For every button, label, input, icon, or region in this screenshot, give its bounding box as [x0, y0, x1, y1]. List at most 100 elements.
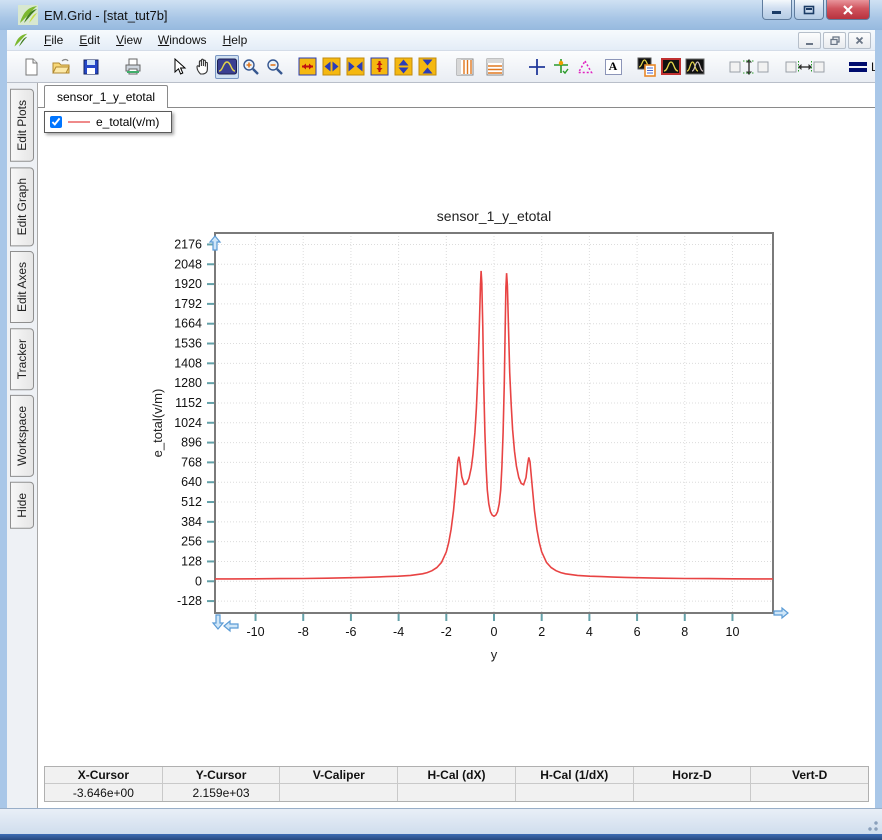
zoom-out-button[interactable]: [263, 55, 287, 79]
status-header-v-caliper: V-Caliper: [280, 767, 399, 784]
svg-text:512: 512: [181, 495, 202, 509]
menu-help[interactable]: Help: [222, 33, 248, 47]
svg-text:1792: 1792: [174, 297, 202, 311]
horizontal-grid-button[interactable]: [483, 55, 507, 79]
menu-file[interactable]: File: [44, 33, 64, 47]
status-header-x-cursor: X-Cursor: [45, 767, 163, 784]
svg-text:y: y: [491, 647, 498, 662]
sidebar-tab-edit-axes[interactable]: Edit Axes: [10, 251, 34, 324]
plot-frame-button[interactable]: [659, 55, 683, 79]
plot-legend-button[interactable]: [635, 55, 659, 79]
status-value-x-cursor: -3.646e+00: [45, 784, 163, 801]
status-value-h-cal-1dx: [515, 784, 634, 801]
legend-box: e_total(v/m): [44, 111, 173, 133]
toolbar: A Layout: [7, 51, 875, 83]
stretch-y-button[interactable]: [367, 55, 391, 79]
open-file-button[interactable]: [49, 55, 73, 79]
print-button[interactable]: [121, 55, 145, 79]
sidebar-tab-tracker[interactable]: Tracker: [10, 328, 34, 391]
resize-grip[interactable]: [865, 818, 879, 832]
svg-text:-2: -2: [441, 625, 452, 639]
svg-text:1664: 1664: [174, 317, 202, 331]
svg-text:10: 10: [726, 625, 740, 639]
axis-handle-icon: [773, 606, 789, 620]
layout-icon: [849, 61, 867, 72]
svg-text:768: 768: [181, 455, 202, 469]
status-value-h-cal-dx: [398, 784, 516, 801]
layout-button[interactable]: Layout: [849, 60, 875, 74]
caliper-button[interactable]: [573, 55, 597, 79]
legend-line-swatch: [68, 121, 90, 123]
status-header-horz-d: Horz-D: [633, 767, 752, 784]
svg-text:4: 4: [586, 625, 593, 639]
pan-hand-button[interactable]: [191, 55, 215, 79]
menu-view[interactable]: View: [116, 33, 142, 47]
status-value-v-caliper: [280, 784, 399, 801]
status-value-y-cursor: 2.159e+03: [162, 784, 281, 801]
zoom-in-button[interactable]: [239, 55, 263, 79]
layout-label: Layout: [871, 60, 875, 74]
legend-label: e_total(v/m): [96, 115, 160, 129]
text-annotation-letter: A: [604, 58, 622, 75]
sidebar-tab-edit-graph[interactable]: Edit Graph: [10, 166, 34, 247]
svg-text:1920: 1920: [174, 277, 202, 291]
svg-text:640: 640: [181, 475, 202, 489]
tracker-button[interactable]: [549, 55, 573, 79]
svg-text:-10: -10: [246, 625, 264, 639]
mdi-close-button[interactable]: [848, 32, 871, 49]
expand-x-button[interactable]: [319, 55, 343, 79]
fit-vertical-button[interactable]: [727, 55, 771, 79]
svg-text:-128: -128: [177, 594, 202, 608]
save-file-button[interactable]: [79, 55, 103, 79]
maximize-button[interactable]: [794, 0, 824, 20]
svg-text:2048: 2048: [174, 257, 202, 271]
tab-sensor-1-y-etotal[interactable]: sensor_1_y_etotal: [44, 85, 169, 108]
mdi-restore-button[interactable]: [823, 32, 846, 49]
svg-text:384: 384: [181, 515, 202, 529]
svg-text:0: 0: [491, 625, 498, 639]
svg-text:8: 8: [681, 625, 688, 639]
vertical-grid-button[interactable]: [453, 55, 477, 79]
minimize-button[interactable]: [762, 0, 792, 20]
status-value-row: -3.646e+00 2.159e+03: [45, 784, 869, 801]
svg-text:1280: 1280: [174, 376, 202, 390]
status-header-y-cursor: Y-Cursor: [162, 767, 281, 784]
crosshair-button[interactable]: [525, 55, 549, 79]
svg-text:256: 256: [181, 535, 202, 549]
sidebar-tab-edit-plots[interactable]: Edit Plots: [10, 89, 34, 162]
sidebar: Edit Plots Edit Graph Edit Axes Tracker …: [7, 83, 37, 808]
select-cursor-button[interactable]: [167, 55, 191, 79]
shrink-y-button[interactable]: [415, 55, 439, 79]
zoom-window-button[interactable]: [215, 54, 239, 79]
status-value-vert-d: [751, 784, 869, 801]
sidebar-tab-hide[interactable]: Hide: [10, 482, 34, 529]
app-logo-icon: [18, 5, 38, 25]
shrink-x-button[interactable]: [343, 55, 367, 79]
document-logo-icon: [14, 33, 28, 46]
status-header-h-cal-dx: H-Cal (dX): [398, 767, 516, 784]
menu-windows[interactable]: Windows: [157, 33, 207, 47]
svg-text:1536: 1536: [174, 337, 202, 351]
axis-handle-icon: [223, 619, 239, 633]
svg-text:1024: 1024: [174, 416, 202, 430]
status-header-row: X-Cursor Y-Cursor V-Caliper H-Cal (dX) H…: [45, 767, 869, 784]
expand-y-button[interactable]: [391, 55, 415, 79]
sidebar-tab-workspace[interactable]: Workspace: [10, 395, 34, 478]
main-area: Edit Plots Edit Graph Edit Axes Tracker …: [7, 83, 875, 808]
text-annotation-button[interactable]: A: [601, 55, 625, 79]
stretch-x-button[interactable]: [295, 55, 319, 79]
mdi-minimize-button[interactable]: [798, 32, 821, 49]
plot-area[interactable]: e_total(v/m) -128 0 128 256 384 512 640 768 896 1…: [38, 108, 875, 762]
chart[interactable]: -128012825638451264076889610241152128014…: [148, 203, 808, 683]
close-button[interactable]: [826, 0, 870, 20]
legend-checkbox[interactable]: [50, 116, 62, 128]
content-area: sensor_1_y_etotal e_total(v/m) -128 0 128 2…: [37, 83, 875, 808]
svg-text:6: 6: [634, 625, 641, 639]
svg-text:e_total(v/m): e_total(v/m): [150, 389, 165, 458]
new-file-button[interactable]: [19, 55, 43, 79]
menu-edit[interactable]: Edit: [79, 33, 101, 47]
svg-text:128: 128: [181, 554, 202, 568]
plot-overlay-button[interactable]: [683, 55, 707, 79]
fit-horizontal-button[interactable]: [783, 55, 827, 79]
